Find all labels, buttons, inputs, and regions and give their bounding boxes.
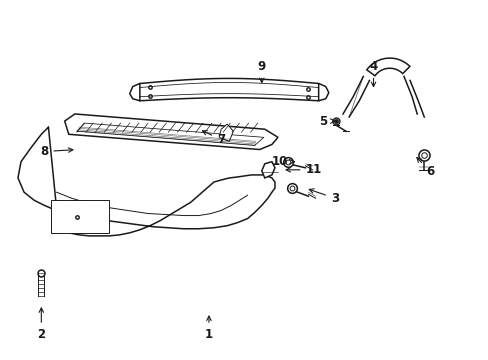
Text: 2: 2 xyxy=(37,308,45,341)
Polygon shape xyxy=(64,114,278,149)
Text: 3: 3 xyxy=(308,189,338,205)
Polygon shape xyxy=(51,200,109,233)
Text: 10: 10 xyxy=(271,155,294,168)
Text: 5: 5 xyxy=(318,114,334,127)
Text: 8: 8 xyxy=(40,145,73,158)
Text: 9: 9 xyxy=(257,60,265,82)
Polygon shape xyxy=(140,78,318,101)
Text: 7: 7 xyxy=(202,131,225,146)
Text: 11: 11 xyxy=(285,163,321,176)
Polygon shape xyxy=(261,162,274,178)
Polygon shape xyxy=(366,58,409,76)
Text: 1: 1 xyxy=(204,316,213,341)
Text: 4: 4 xyxy=(368,60,377,87)
Text: 6: 6 xyxy=(416,158,434,178)
Polygon shape xyxy=(219,124,233,141)
